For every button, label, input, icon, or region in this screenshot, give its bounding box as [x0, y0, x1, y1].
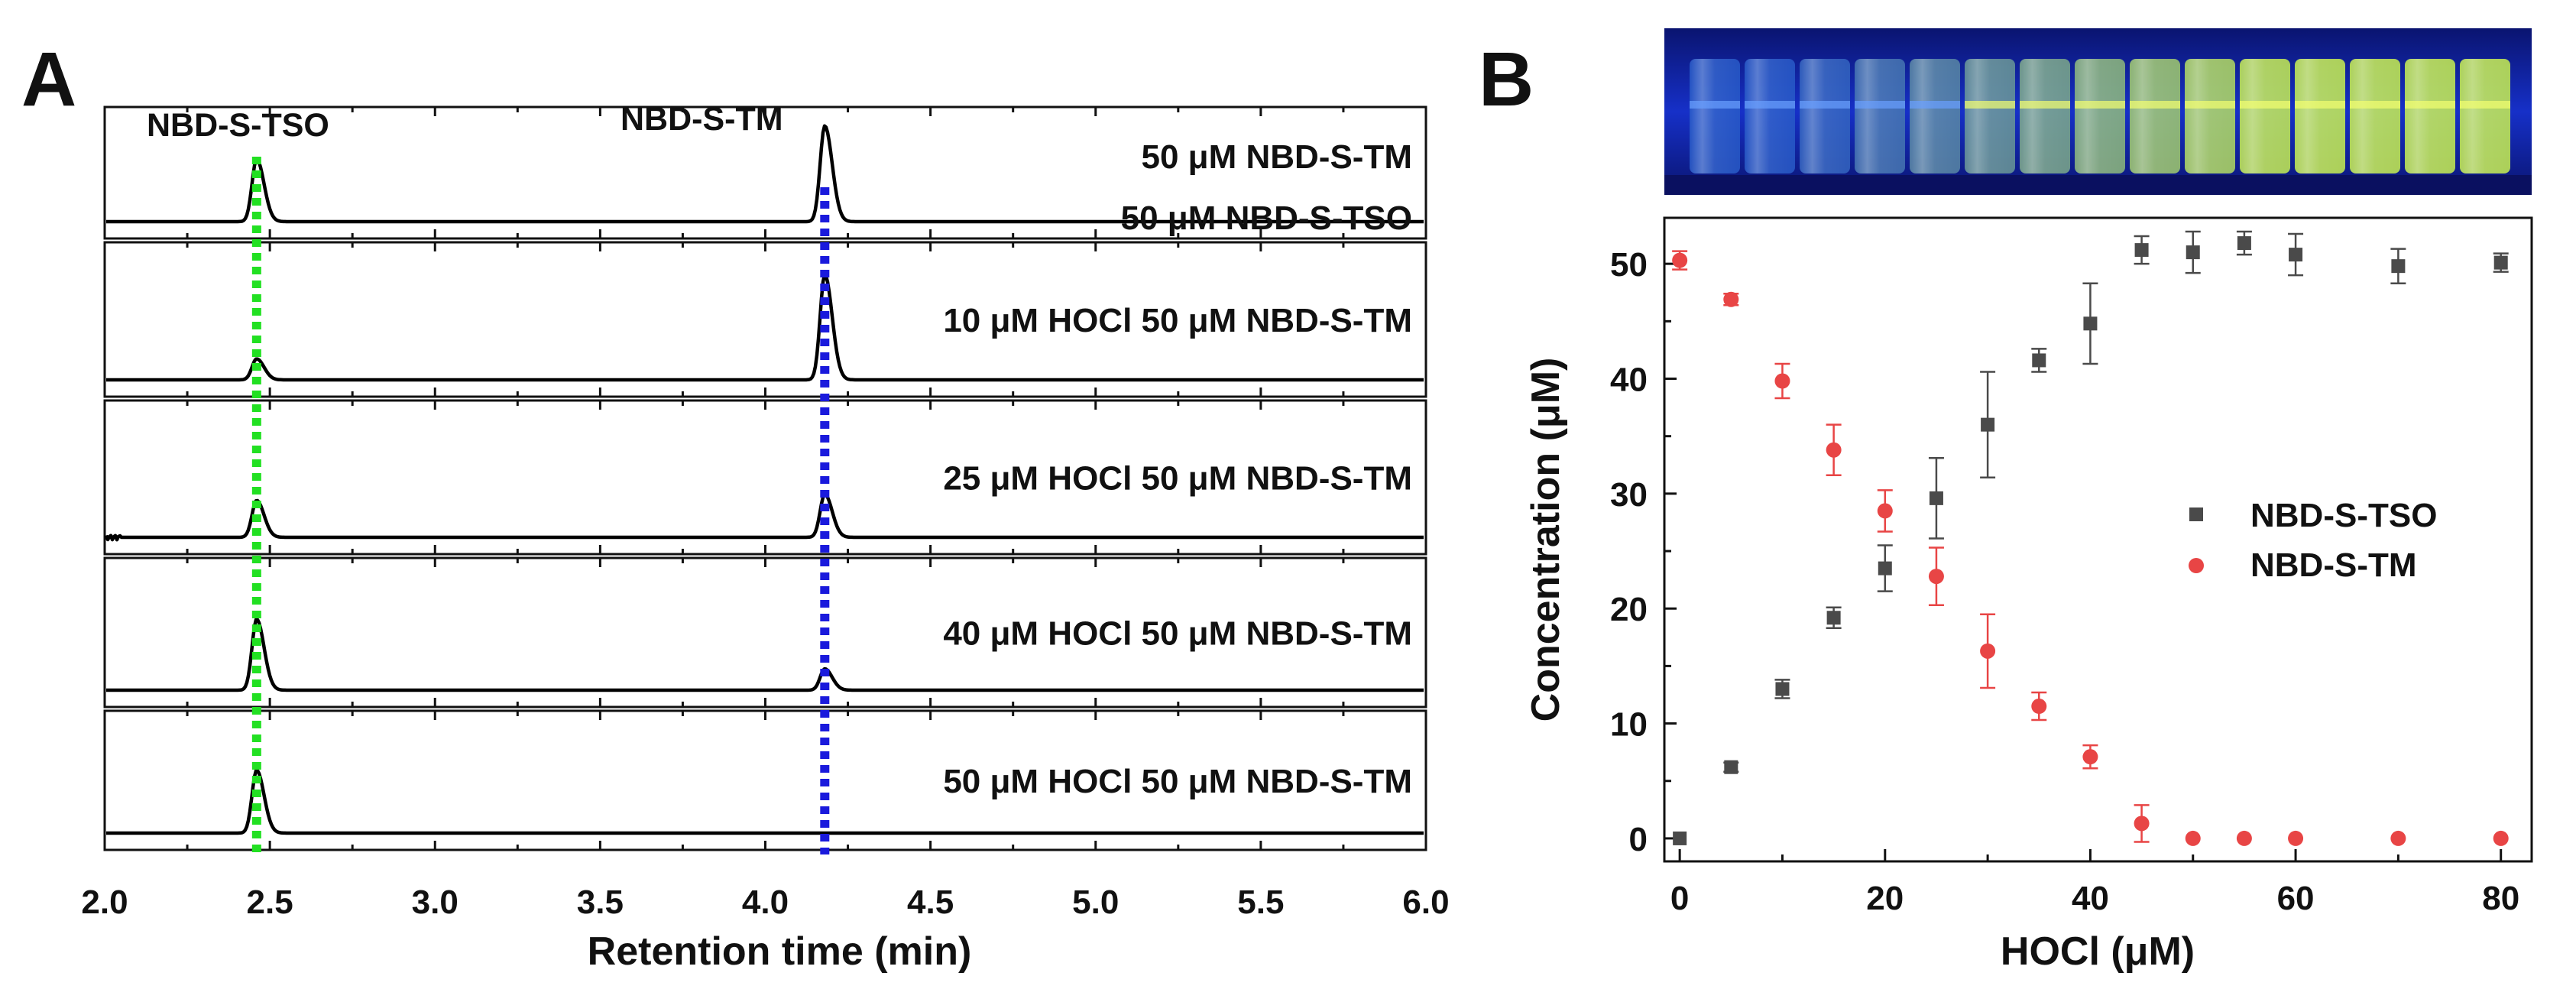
- data-point-tso: [1826, 606, 1842, 630]
- peak-label-tso: NBD-S-TSO: [147, 107, 329, 144]
- data-point-tso: [2031, 348, 2047, 373]
- panel-label-a: A: [21, 37, 76, 122]
- trace-label: 50 μM NBD-S-TM: [1142, 138, 1412, 176]
- legend: NBD-S-TSO NBD-S-TM: [2189, 497, 2437, 584]
- data-point-tso: [2236, 230, 2252, 256]
- data-point-tm: [2185, 830, 2201, 846]
- chromatogram-trace: [105, 273, 1424, 382]
- trace-label: 10 μM HOCl 50 μM NBD-S-TM: [943, 302, 1412, 339]
- data-point-tso: [2082, 282, 2098, 365]
- x-tick-label: 6.0: [1402, 884, 1449, 921]
- data-point-tso: [2390, 248, 2406, 284]
- y-tick-label: 50: [1610, 246, 1648, 284]
- x-tick-label: 4.0: [742, 884, 789, 921]
- data-point-tso: [2134, 235, 2150, 265]
- y-tick-label: 40: [1610, 362, 1648, 399]
- data-point-tso: [1774, 679, 1790, 699]
- data-point-tm: [2134, 804, 2150, 843]
- y-tick-label: 30: [1610, 476, 1648, 514]
- x-axis-label-b: HOCl (μM): [2001, 929, 2195, 974]
- x-tick-label: 0: [1670, 880, 1689, 917]
- y-axis-label-b: Concentration (μM): [1524, 358, 1568, 722]
- uv-vial-photo: [1664, 28, 2532, 195]
- data-point-tm: [1723, 291, 1739, 307]
- data-point-tso: [2493, 252, 2509, 273]
- x-tick-label: 5.0: [1072, 884, 1119, 921]
- chromatogram-trace: [104, 492, 1424, 542]
- vial-row-uv-photo-icon: [1664, 28, 2532, 195]
- data-point-tm: [2288, 830, 2304, 846]
- data-point-tso: [2185, 230, 2201, 274]
- x-tick-label: 60: [2277, 880, 2315, 917]
- chromatogram-trace: [105, 618, 1424, 692]
- data-point-tm: [2082, 744, 2098, 770]
- x-tick-label: 3.5: [577, 884, 624, 921]
- trace-label: 50 μM HOCl 50 μM NBD-S-TM: [943, 763, 1412, 800]
- panel-label-b: B: [1479, 37, 1534, 122]
- trace-label-line2: 50 μM NBD-S-TSO: [1121, 199, 1412, 237]
- data-point-tm: [1928, 546, 1944, 606]
- data-point-tso: [1723, 760, 1739, 774]
- x-axis-label: Retention time (min): [588, 929, 972, 974]
- chromatogram-panel: 50 μM NBD-S-TM 50 μM NBD-S-TSO 10 μM HOCl …: [81, 101, 1449, 974]
- chromatogram-trace: [105, 768, 1424, 835]
- plot-frame: [1663, 216, 2533, 863]
- y-tick-label: 10: [1610, 706, 1648, 744]
- legend-label-tm: NBD-S-TM: [2250, 546, 2417, 584]
- x-tick-label: 80: [2482, 880, 2519, 917]
- legend-label-tso: NBD-S-TSO: [2250, 497, 2437, 534]
- x-tick-label: 5.5: [1237, 884, 1284, 921]
- trace-label: 40 μM HOCl 50 μM NBD-S-TM: [943, 615, 1412, 653]
- legend-marker-tso: [2189, 507, 2203, 521]
- data-point-tm: [2031, 691, 2047, 722]
- data-point-tso: [2288, 232, 2304, 277]
- y-tick-label: 20: [1610, 591, 1648, 628]
- x-tick-label: 4.5: [907, 884, 954, 921]
- data-point-tm: [1774, 362, 1790, 400]
- trace-label: 25 μM HOCl 50 μM NBD-S-TM: [943, 460, 1412, 498]
- data-point-tso: [1673, 831, 1687, 845]
- data-point-tso: [1980, 371, 1996, 479]
- x-tick-label: 40: [2072, 880, 2109, 917]
- chromatogram-trace: [105, 124, 1424, 224]
- legend-marker-tm: [2189, 558, 2204, 573]
- x-tick-label: 20: [1866, 880, 1904, 917]
- x-tick-label: 3.0: [412, 884, 458, 921]
- peak-label-tm: NBD-S-TM: [621, 101, 783, 138]
- x-tick-label: 2.0: [81, 884, 128, 921]
- data-point-tm: [2390, 830, 2406, 846]
- data-point-tm: [1877, 489, 1893, 533]
- data-point-tso: [1928, 456, 1944, 540]
- x-tick-label: 2.5: [247, 884, 293, 921]
- data-point-tm: [2236, 830, 2252, 846]
- data-point-tso: [1877, 544, 1893, 592]
- data-point-tm: [1826, 423, 1842, 477]
- y-tick-label: 0: [1629, 821, 1648, 858]
- data-point-tm: [2493, 830, 2509, 846]
- data-point-tm: [1980, 613, 1996, 689]
- data-point-tm: [1672, 250, 1688, 271]
